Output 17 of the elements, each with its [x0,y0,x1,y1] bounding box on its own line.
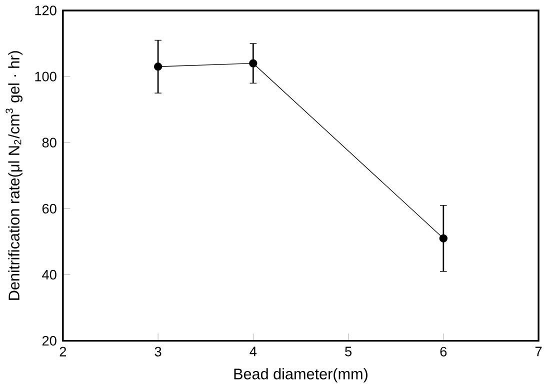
x-tick-label: 6 [440,346,447,356]
y-tick-label: 40 [42,270,56,280]
x-tick-label: 5 [345,346,352,356]
x-axis-title: Bead diameter(mm) [234,368,368,382]
y-axis-title: Denitrification rate(μl N$_{2}$/cm$^{3}$ gel · hr) [6,51,22,300]
point [439,234,448,242]
x-tick-label: 3 [154,346,162,356]
y-tick-label: 80 [42,138,56,148]
point [249,59,258,68]
x-tick-label: 2 [60,346,66,356]
y-tick-label: 20 [42,336,56,346]
x-tick-label: 4 [250,346,257,356]
x-tick-label: 7 [535,346,542,356]
y-tick-label: 60 [42,204,56,214]
y-tick-label: 100 [35,72,56,82]
point [154,62,162,71]
y-tick-label: 120 [35,6,56,16]
